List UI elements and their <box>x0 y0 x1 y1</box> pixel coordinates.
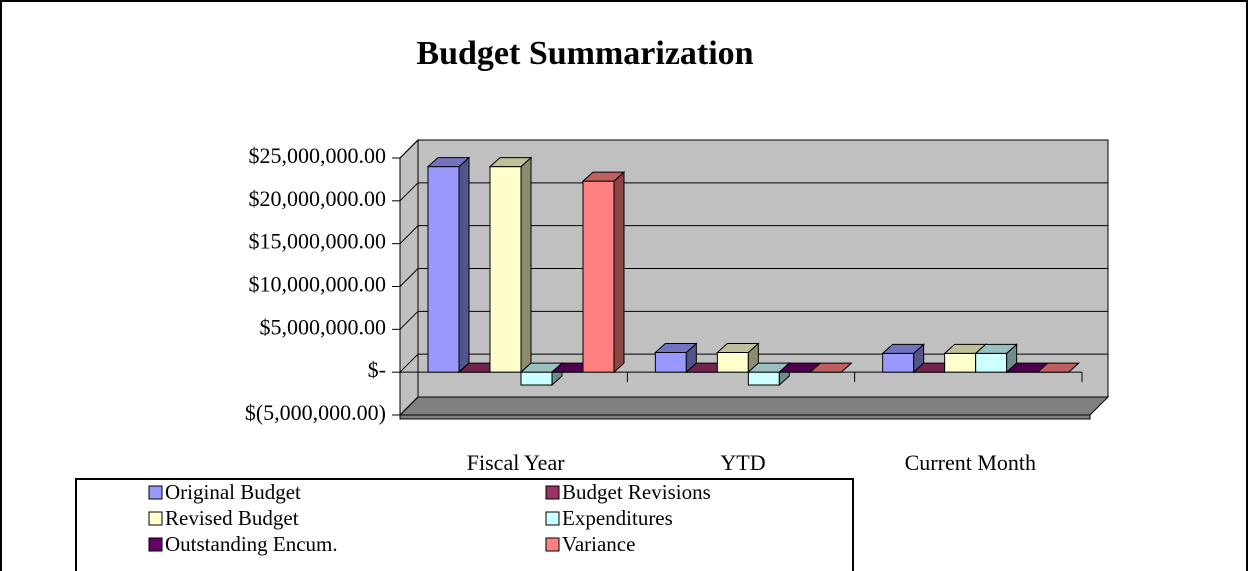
bar-front <box>716 351 749 373</box>
bar-top <box>654 342 698 353</box>
floor-edge <box>399 414 1091 420</box>
y-tick-label: $(5,000,000.00) <box>245 400 386 425</box>
legend-swatch <box>545 485 560 500</box>
bar <box>426 156 471 374</box>
x-tick-label: Fiscal Year <box>467 450 565 475</box>
bar-top <box>488 157 533 168</box>
y-tick-label: $5,000,000.00 <box>260 314 387 339</box>
legend-swatch <box>545 537 560 552</box>
legend-label: Revised Budget <box>165 506 299 530</box>
bar-top <box>974 343 1018 354</box>
bar <box>654 342 698 374</box>
bar-front <box>520 371 553 386</box>
bar-front <box>882 352 915 373</box>
floor <box>398 396 1110 416</box>
bar-front <box>654 351 687 373</box>
bar-front <box>582 180 615 373</box>
bar-top <box>809 362 853 373</box>
bar <box>809 362 853 373</box>
bar <box>581 171 626 374</box>
y-tick-label: $20,000,000.00 <box>249 186 387 211</box>
grid-line <box>399 268 1108 287</box>
x-tick-label: Current Month <box>905 450 1036 475</box>
legend-box <box>75 478 854 571</box>
grid-line <box>399 225 1108 245</box>
bar <box>747 362 791 387</box>
bar <box>1036 362 1080 373</box>
bar-top <box>1036 362 1080 373</box>
bar-top <box>581 171 626 182</box>
bar-front <box>944 352 977 373</box>
y-tick-label: $10,000,000.00 <box>249 272 387 297</box>
legend-label: Variance <box>562 532 635 556</box>
legend-swatch <box>148 511 163 526</box>
legend-swatch <box>148 537 163 552</box>
bar-front <box>975 352 1008 373</box>
y-tick-label: $15,000,000.00 <box>249 229 387 254</box>
legend-label: Expenditures <box>562 506 673 530</box>
legend-swatch <box>148 485 163 500</box>
bar <box>519 362 564 387</box>
chart-title: Budget Summarization <box>416 35 753 72</box>
bar-side <box>458 156 470 374</box>
legend-label: Budget Revisions <box>562 480 711 504</box>
x-tick-label: YTD <box>720 450 765 475</box>
bar <box>974 343 1018 374</box>
bar <box>881 343 925 374</box>
bar-side <box>613 171 625 374</box>
bar-front <box>747 371 780 386</box>
grid-line <box>399 353 1108 373</box>
legend-label: Outstanding Encum. <box>165 532 338 556</box>
y-tick-label: $- <box>368 357 386 382</box>
legend-label: Original Budget <box>165 480 301 504</box>
grid-line <box>399 396 1108 416</box>
bar <box>488 156 533 374</box>
bar <box>716 342 760 374</box>
legend-swatch <box>545 511 560 526</box>
grid-line <box>399 139 1108 159</box>
bar-top <box>426 157 471 168</box>
bar-top <box>881 343 925 354</box>
bar-side <box>520 156 532 374</box>
bar-front <box>489 166 522 373</box>
grid-line <box>399 310 1108 330</box>
y-tick-label: $25,000,000.00 <box>249 143 387 168</box>
grid-line <box>399 182 1108 202</box>
bar-front <box>427 166 460 373</box>
bar-top <box>716 342 760 353</box>
